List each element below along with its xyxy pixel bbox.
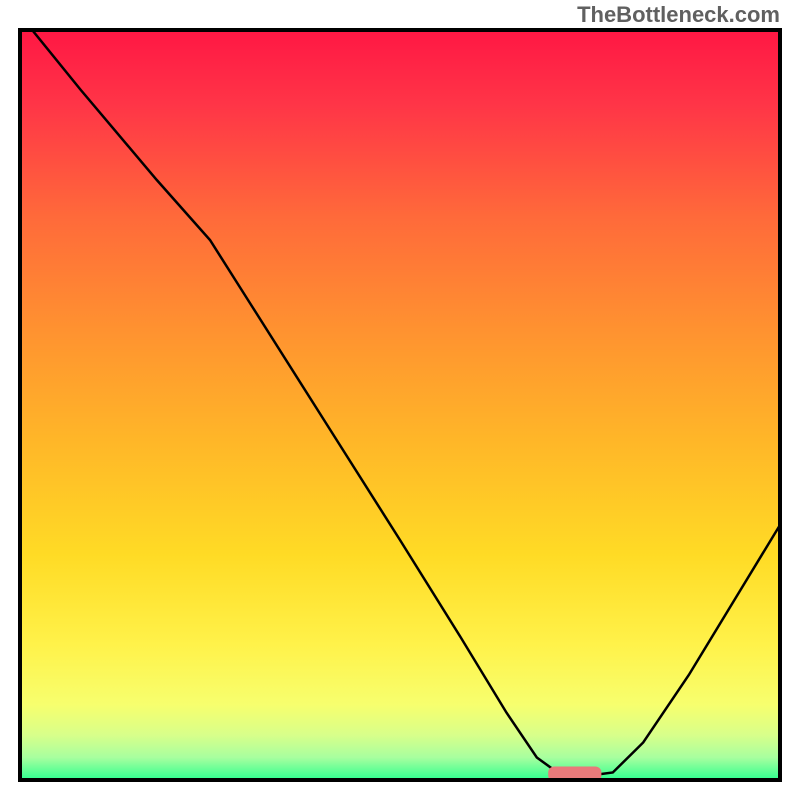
watermark-text: TheBottleneck.com (577, 2, 780, 28)
plot-area (20, 15, 780, 782)
bottleneck-chart (0, 0, 800, 800)
gradient-background (20, 30, 780, 780)
